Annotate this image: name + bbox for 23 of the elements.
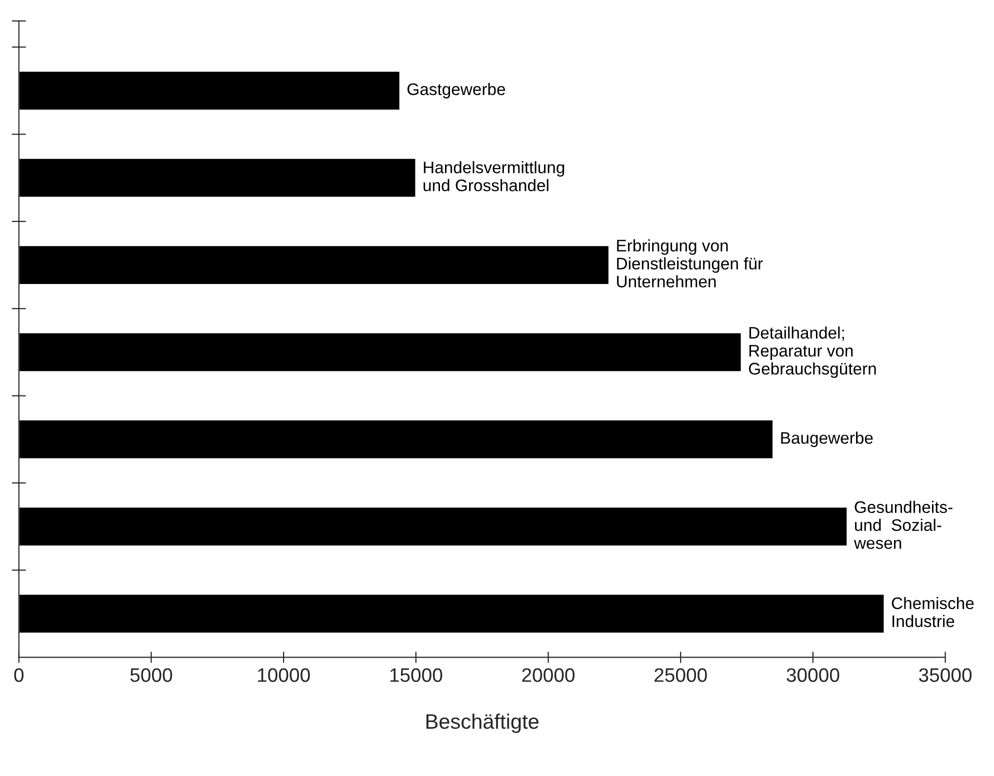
y-tick-label: Gastgewerbe (407, 82, 506, 98)
x-tick-label: 35000 (919, 668, 972, 682)
y-tick-label: Baugewerbe (781, 432, 873, 448)
x-tick-label: 25000 (654, 668, 707, 682)
bar (18, 332, 742, 372)
x-tick-label: 5000 (130, 668, 172, 682)
x-tick-label: 20000 (522, 668, 575, 682)
y-tick-label: Handelsvermittlung und Grosshandel (424, 161, 564, 192)
bar (18, 419, 774, 460)
y-tick-label: Detailhandel; Reparatur von Gebrauchsgütern (748, 326, 876, 378)
bar (18, 70, 401, 111)
x-axis-title: Beschäftigte (426, 714, 538, 734)
y-tick-label: Erbringung von Dienstleistungen für Unternehmen (617, 239, 763, 288)
x-tick-label: 0 (14, 668, 24, 682)
bar (18, 244, 610, 286)
x-tick-label: 10000 (258, 668, 310, 682)
y-tick-label: Chemische Industrie (892, 596, 974, 628)
bar (18, 158, 417, 198)
x-tick-label: 30000 (786, 668, 840, 682)
bar (18, 593, 886, 634)
bar (18, 506, 848, 547)
x-tick-label: 15000 (390, 668, 442, 682)
y-tick-label: Gesundheits- und Sozial- wesen (854, 500, 952, 549)
